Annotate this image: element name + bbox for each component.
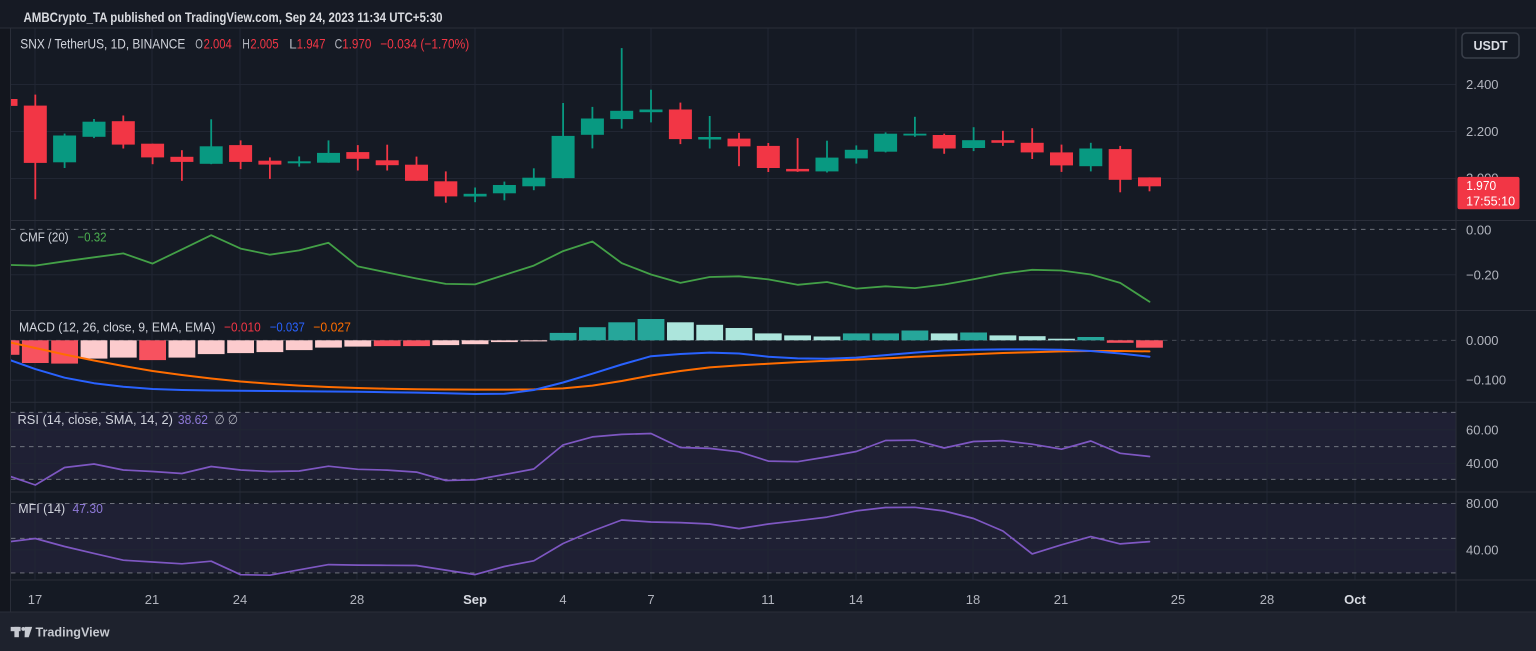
svg-text:−0.027: −0.027: [313, 320, 351, 335]
svg-text:−0.010: −0.010: [224, 320, 261, 335]
svg-text:1.970: 1.970: [1466, 178, 1496, 193]
svg-text:C: C: [335, 36, 343, 52]
svg-text:O: O: [195, 36, 203, 52]
svg-text:21: 21: [1054, 592, 1068, 607]
svg-text:2.004: 2.004: [204, 36, 232, 52]
svg-text:24: 24: [233, 592, 247, 607]
svg-text:−0.20: −0.20: [1466, 267, 1499, 282]
svg-text:2.400: 2.400: [1466, 77, 1499, 92]
svg-text:−0.037: −0.037: [270, 320, 305, 335]
svg-text:1.947: 1.947: [297, 36, 326, 52]
svg-text:7: 7: [647, 592, 654, 607]
svg-text:MFI (14): MFI (14): [18, 501, 65, 516]
svg-text:40.00: 40.00: [1466, 542, 1499, 557]
svg-text:MACD (12, 26, close, 9, EMA, E: MACD (12, 26, close, 9, EMA, EMA): [19, 320, 216, 335]
svg-text:CMF (20): CMF (20): [20, 230, 69, 245]
svg-text:2.005: 2.005: [250, 36, 278, 52]
svg-text:AMBCrypto_TA published on Trad: AMBCrypto_TA published on TradingView.co…: [24, 9, 443, 25]
svg-text:−0.100: −0.100: [1466, 373, 1506, 388]
svg-text:−0.034 (−1.70%): −0.034 (−1.70%): [380, 36, 469, 52]
svg-text:0.000: 0.000: [1466, 333, 1499, 348]
svg-text:H: H: [242, 36, 250, 52]
svg-text:18: 18: [966, 592, 980, 607]
svg-text:Sep: Sep: [463, 592, 487, 607]
svg-text:14: 14: [849, 592, 863, 607]
svg-text:21: 21: [145, 592, 159, 607]
svg-text:40.00: 40.00: [1466, 456, 1499, 471]
svg-text:4: 4: [559, 592, 566, 607]
svg-text:80.00: 80.00: [1466, 496, 1499, 511]
svg-text:17:55:10: 17:55:10: [1466, 194, 1515, 208]
svg-text:∅ ∅: ∅ ∅: [215, 412, 239, 427]
svg-text:1.970: 1.970: [342, 36, 371, 52]
svg-text:28: 28: [350, 592, 364, 607]
svg-text:USDT: USDT: [1473, 39, 1507, 53]
svg-text:47.30: 47.30: [73, 501, 103, 516]
svg-text:−0.32: −0.32: [77, 230, 106, 245]
svg-text:TradingView: TradingView: [36, 624, 111, 639]
svg-text:SNX / TetherUS, 1D, BINANCE: SNX / TetherUS, 1D, BINANCE: [20, 36, 185, 52]
svg-text:25: 25: [1171, 592, 1185, 607]
svg-text:Oct: Oct: [1344, 592, 1366, 607]
svg-text:11: 11: [761, 592, 775, 607]
svg-text:RSI (14, close, SMA, 14, 2): RSI (14, close, SMA, 14, 2): [18, 412, 173, 427]
svg-text:38.62: 38.62: [178, 412, 208, 427]
svg-text:60.00: 60.00: [1466, 422, 1499, 437]
svg-text:28: 28: [1260, 592, 1274, 607]
svg-text:L: L: [289, 36, 297, 52]
svg-text:0.00: 0.00: [1466, 222, 1491, 237]
svg-text:2.200: 2.200: [1466, 124, 1499, 139]
svg-text:17: 17: [28, 592, 42, 607]
